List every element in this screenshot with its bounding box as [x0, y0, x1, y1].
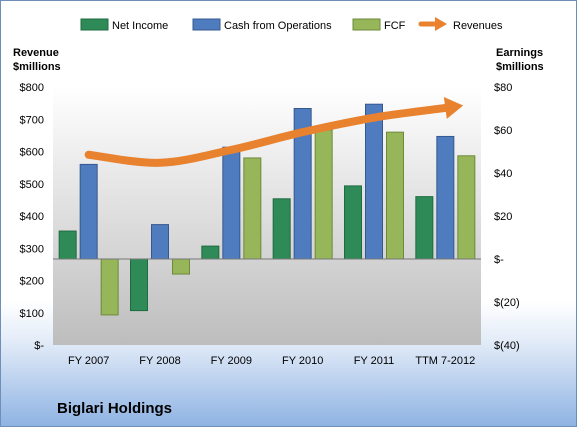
- left-tick-label: $800: [20, 82, 44, 94]
- company-name: Biglari Holdings: [57, 400, 173, 417]
- left-tick-label: $300: [20, 243, 44, 255]
- legend-label-cash-from-operations: Cash from Operations: [224, 20, 332, 32]
- left-tick-label: $600: [20, 147, 44, 159]
- left-tick-label: $100: [20, 308, 44, 320]
- legend-swatch-fcf: [352, 18, 381, 31]
- x-tick-label: FY 2007: [68, 355, 109, 367]
- bar-fcf: [386, 131, 404, 260]
- bar-net-income: [272, 198, 291, 260]
- bar-net-income: [58, 230, 77, 260]
- x-tick-label: FY 2010: [282, 355, 323, 367]
- left-axis-title-line1: Revenue: [13, 47, 59, 59]
- right-tick-label: $40: [494, 168, 512, 180]
- revenues-line: [84, 103, 450, 167]
- bar-net-income: [201, 245, 220, 260]
- legend: Net Income Cash from Operations FCF Reve…: [80, 17, 503, 32]
- left-tick-label: $400: [20, 211, 44, 223]
- revenues-arrowhead: [443, 97, 464, 119]
- bar-cash-from-operations: [79, 163, 98, 260]
- right-tick-label: $(20): [494, 297, 520, 309]
- bar-net-income: [415, 196, 434, 260]
- x-tick-label: FY 2009: [211, 355, 252, 367]
- right-tick-label: $60: [494, 125, 512, 137]
- bar-cash-from-operations: [436, 135, 455, 260]
- right-axis-title-line1: Earnings: [496, 47, 543, 59]
- bar-fcf: [457, 155, 476, 260]
- right-axis-title-line2: $millions: [496, 61, 544, 73]
- bar-fcf: [314, 129, 333, 260]
- left-tick-label: $700: [20, 114, 44, 126]
- bar-net-income: [344, 185, 362, 260]
- left-tick-label: $200: [20, 276, 44, 288]
- bar-fcf: [100, 258, 119, 316]
- bar-fcf: [172, 258, 190, 275]
- bar-fcf: [243, 157, 262, 260]
- x-tick-label: FY 2008: [139, 355, 180, 367]
- legend-label-revenues: Revenues: [453, 20, 503, 32]
- left-tick-label: $-: [34, 340, 44, 352]
- bar-cash-from-operations: [222, 146, 241, 260]
- x-tick-label: TTM 7-2012: [415, 355, 475, 367]
- right-tick-label: $-: [494, 254, 504, 266]
- legend-label-net-income: Net Income: [112, 20, 168, 32]
- legend-label-fcf: FCF: [384, 20, 406, 32]
- bar-cash-from-operations: [151, 224, 169, 260]
- legend-swatch-net-income: [80, 18, 109, 31]
- left-tick-label: $500: [20, 179, 44, 191]
- right-tick-label: $80: [494, 82, 512, 94]
- right-tick-label: $(40): [494, 340, 520, 352]
- plot-area: [53, 87, 481, 345]
- bar-net-income: [130, 258, 148, 312]
- legend-swatch-cash-from-operations: [192, 18, 221, 31]
- bar-cash-from-operations: [365, 103, 383, 260]
- legend-swatch-revenues: [418, 17, 447, 31]
- x-tick-label: FY 2011: [354, 355, 395, 367]
- right-tick-label: $20: [494, 211, 512, 223]
- left-axis-title-line2: $millions: [13, 61, 61, 73]
